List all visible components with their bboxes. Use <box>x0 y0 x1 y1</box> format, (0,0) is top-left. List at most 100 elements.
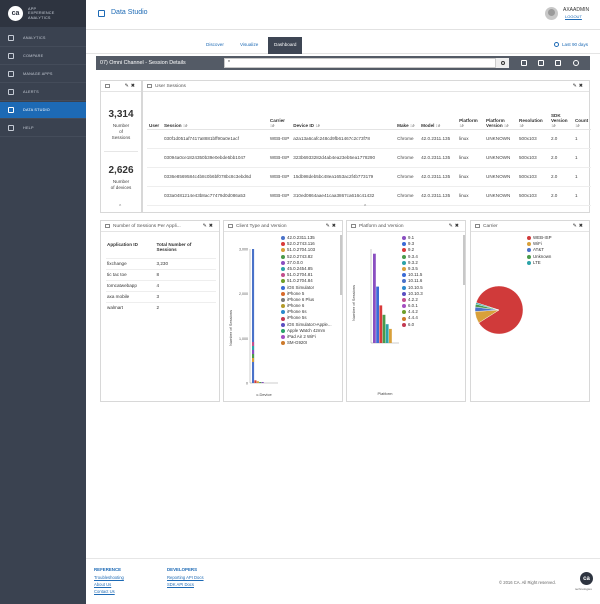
legend-item[interactable]: iPhone 6s <box>281 309 332 315</box>
dashboard-search-input[interactable] <box>224 58 502 68</box>
table-row[interactable]: 03094a0ce1824350b39e0ebde5bb1047 WEB-ISP 3… <box>147 148 591 168</box>
legend-item[interactable]: LTE <box>527 260 552 266</box>
bar-segment[interactable] <box>252 358 255 362</box>
legend-item[interactable]: iPhone 6 <box>281 303 332 309</box>
bar[interactable] <box>373 253 376 343</box>
legend-item[interactable]: 6.0.1 <box>402 303 423 309</box>
sort-filter-icon[interactable]: ↕⌕ <box>459 122 464 128</box>
bar-segment[interactable] <box>252 350 255 354</box>
legend-item[interactable]: 52.0.2743.116 <box>281 241 332 247</box>
bar[interactable] <box>389 328 392 343</box>
legend-item[interactable]: 45.0.2454.85 <box>281 266 332 272</box>
legend-item[interactable]: 37.0.0.0 <box>281 260 332 266</box>
legend-item[interactable]: iOS Simulator>Apple... <box>281 322 332 328</box>
pie-slice[interactable] <box>475 285 524 335</box>
app-logo[interactable]: ca APP EXPERIENCE ANALYTICS <box>0 0 86 27</box>
column-header[interactable]: User <box>147 107 162 130</box>
legend-item[interactable]: 10.10.5 <box>402 285 423 291</box>
bar-segment[interactable] <box>252 354 255 358</box>
table-row[interactable]: 030f1d051af7417a8881bff90a0e1acf WEB-ISP a… <box>147 129 591 149</box>
legend-item[interactable]: 10.11.6 <box>402 278 423 284</box>
sidebar-item-help[interactable]: HELP <box>0 120 86 137</box>
sort-filter-icon[interactable]: ↕⌕ <box>574 122 580 128</box>
troubleshooting-link[interactable]: Troubleshooting <box>94 575 124 580</box>
reporting-api-docs-link[interactable]: Reporting API Docs <box>167 575 204 580</box>
tab-discover[interactable]: Discover <box>206 42 224 47</box>
chevron-up-icon[interactable]: ⌃ <box>363 204 368 210</box>
legend-item[interactable]: 9.3.5 <box>402 266 423 272</box>
legend-item[interactable]: WiFi <box>527 241 552 247</box>
panel-controls[interactable]: ✎✖ <box>202 223 215 229</box>
column-header[interactable]: Device ID ↕⌕ <box>291 107 396 130</box>
column-header-app-id[interactable]: Application ID <box>106 241 156 258</box>
legend-item[interactable]: SM-G920I <box>281 340 332 346</box>
panel-controls[interactable]: ✎✖ <box>448 223 461 229</box>
legend-item[interactable]: 52.0.2743.82 <box>281 254 332 260</box>
legend-scrollbar[interactable] <box>463 235 465 285</box>
legend-item[interactable]: 51.0.2704.81 <box>281 272 332 278</box>
save-icon[interactable] <box>538 60 544 66</box>
bar[interactable] <box>261 382 264 383</box>
legend-item[interactable]: Unknown <box>527 254 552 260</box>
legend-item[interactable]: AT&T <box>527 247 552 253</box>
column-header[interactable]: Count ↕⌕ <box>572 107 591 130</box>
table-row[interactable]: fixchange 3,230 <box>106 257 216 269</box>
column-header[interactable]: Resolution ↕⌕ <box>517 107 549 130</box>
sidebar-item-compare[interactable]: COMPARE <box>0 48 86 65</box>
bar[interactable] <box>379 305 383 343</box>
panel-controls[interactable]: ✎✖ <box>572 83 585 89</box>
pie-slice[interactable] <box>475 302 500 311</box>
avatar[interactable] <box>545 7 558 20</box>
legend-item[interactable]: 9.3.4 <box>402 254 423 260</box>
table-row[interactable]: tomcatwebapp 4 <box>106 279 216 291</box>
sidebar-item-analytics[interactable]: ANALYTICS <box>0 30 86 47</box>
sort-filter-icon[interactable]: ↕⌕ <box>550 122 556 128</box>
panel-controls[interactable]: ✎✖ <box>325 223 338 229</box>
legend-item[interactable]: iOS Simulator <box>281 285 332 291</box>
legend-item[interactable]: 4.4.4 <box>402 315 423 321</box>
table-row[interactable]: axa mobile 3 <box>106 290 216 302</box>
contact-us-link[interactable]: Contact Us <box>94 589 115 594</box>
legend-item[interactable]: 4.2.2 <box>402 297 423 303</box>
sidebar-item-data-studio[interactable]: DATA STUDIO <box>0 102 86 119</box>
legend-item[interactable]: 4.4.2 <box>402 309 423 315</box>
bar-segment[interactable] <box>252 346 255 350</box>
open-icon[interactable] <box>555 60 561 66</box>
table-row[interactable]: 0336e8569584c4b8c0b6bf078bc8c3ebd6d WEB-I… <box>147 167 591 187</box>
date-range-picker[interactable]: Last 90 days <box>554 42 588 47</box>
bar[interactable] <box>259 382 262 383</box>
sort-filter-icon[interactable]: ↕⌕ <box>269 122 275 128</box>
table-row[interactable]: walmart 2 <box>106 301 216 313</box>
legend-scrollbar[interactable] <box>340 235 342 295</box>
username[interactable]: AXAADMIN <box>563 7 590 13</box>
legend-item[interactable]: 10.11.5 <box>402 272 423 278</box>
bar[interactable] <box>376 286 379 343</box>
legend-item[interactable]: iPhone 6 Plus <box>281 297 332 303</box>
sort-filter-icon[interactable]: ↕⌕ <box>408 122 415 128</box>
sort-filter-icon[interactable]: ↕⌕ <box>502 122 509 128</box>
legend-item[interactable]: iPhone 5 <box>281 291 332 297</box>
search-button[interactable] <box>495 58 509 68</box>
tab-dashboard[interactable]: Dashboard <box>268 37 303 54</box>
sdk-api-docs-link[interactable]: SDK API Docs <box>167 582 194 587</box>
legend-item[interactable]: 9.1 <box>402 235 423 241</box>
bar[interactable] <box>385 324 389 343</box>
about-us-link[interactable]: About Us <box>94 582 112 587</box>
bar[interactable] <box>256 381 259 383</box>
new-dashboard-icon[interactable] <box>521 60 527 66</box>
bar[interactable] <box>254 380 257 383</box>
column-header[interactable]: Make ↕⌕ <box>395 107 420 130</box>
sort-filter-icon[interactable]: ↕⌕ <box>434 122 441 128</box>
legend-item[interactable]: 9.2 <box>402 247 423 253</box>
column-header[interactable]: Session ↕⌕ <box>161 107 268 130</box>
legend-item[interactable]: iPhone 5s <box>281 315 332 321</box>
legend-item[interactable]: 9.3 <box>402 241 423 247</box>
column-header-total[interactable]: Total Number of Sessions <box>156 241 217 258</box>
sidebar-item-alerts[interactable]: ALERTS <box>0 84 86 101</box>
legend-item[interactable]: WEB-ISP <box>527 235 552 241</box>
bar-segment[interactable] <box>252 342 255 346</box>
legend-item[interactable]: 51.0.2704.84 <box>281 278 332 284</box>
column-header[interactable]: Platform ↕⌕ <box>457 107 485 130</box>
settings-icon[interactable] <box>573 60 579 66</box>
legend-item[interactable]: 51.0.2704.103 <box>281 247 332 253</box>
